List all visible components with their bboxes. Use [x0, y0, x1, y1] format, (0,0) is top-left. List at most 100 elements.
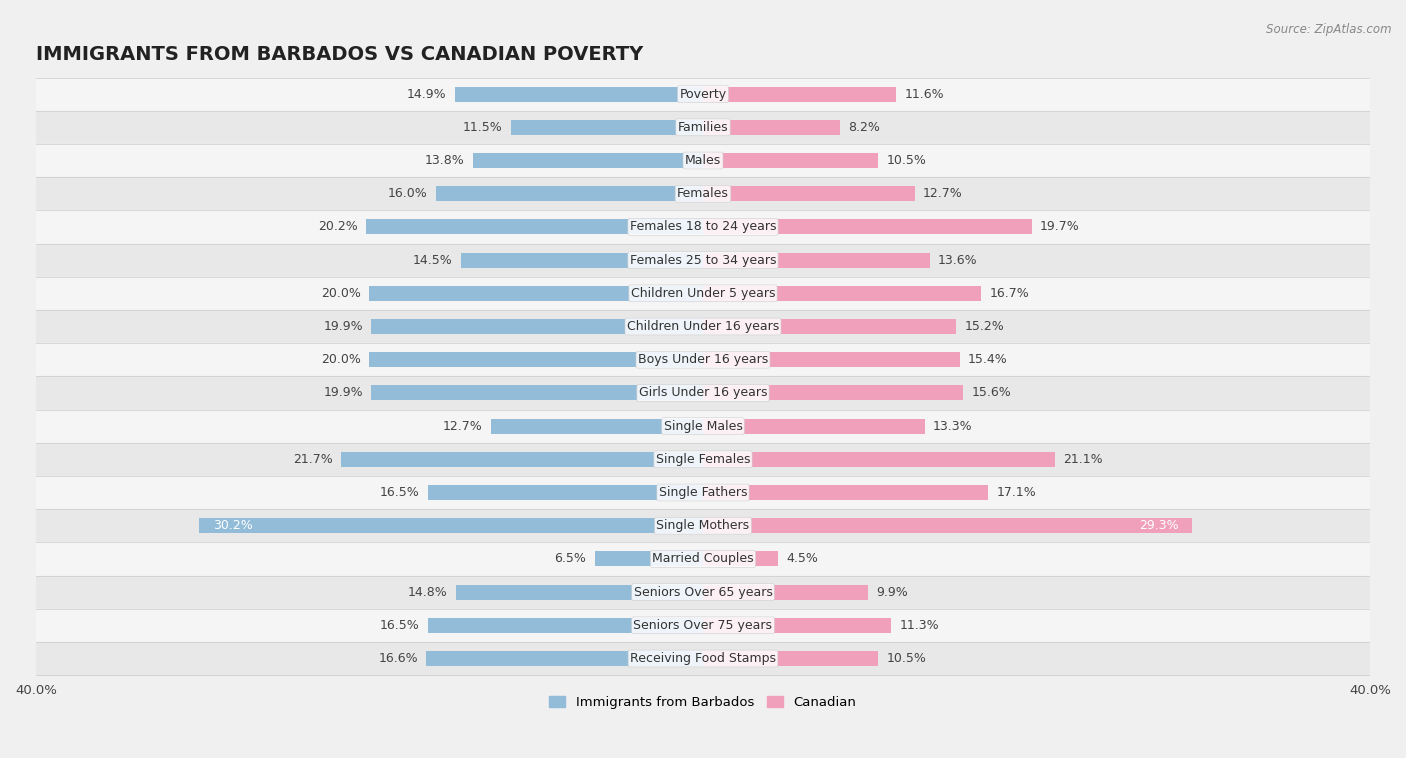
- Bar: [37, 277, 1369, 310]
- Bar: [703, 584, 868, 600]
- Text: 10.5%: 10.5%: [886, 154, 927, 167]
- Bar: [703, 319, 956, 334]
- Bar: [37, 343, 1369, 376]
- Bar: [370, 286, 703, 301]
- Bar: [37, 609, 1369, 642]
- Text: Children Under 16 years: Children Under 16 years: [627, 320, 779, 333]
- Text: 20.2%: 20.2%: [318, 221, 357, 233]
- Bar: [512, 120, 703, 135]
- Bar: [491, 418, 703, 434]
- Bar: [37, 77, 1369, 111]
- Bar: [37, 210, 1369, 243]
- Text: 29.3%: 29.3%: [1139, 519, 1178, 532]
- Text: 20.0%: 20.0%: [321, 353, 361, 366]
- Text: 15.6%: 15.6%: [972, 387, 1011, 399]
- Text: Females: Females: [678, 187, 728, 200]
- Bar: [37, 310, 1369, 343]
- Bar: [703, 186, 915, 201]
- Bar: [703, 86, 897, 102]
- Text: Single Mothers: Single Mothers: [657, 519, 749, 532]
- Bar: [454, 86, 703, 102]
- Bar: [37, 177, 1369, 210]
- Bar: [370, 352, 703, 367]
- Bar: [37, 243, 1369, 277]
- Text: 19.7%: 19.7%: [1040, 221, 1080, 233]
- Text: 13.8%: 13.8%: [425, 154, 464, 167]
- Text: 11.3%: 11.3%: [900, 619, 939, 632]
- Bar: [703, 252, 929, 268]
- Text: 16.6%: 16.6%: [378, 652, 418, 665]
- Text: Source: ZipAtlas.com: Source: ZipAtlas.com: [1267, 23, 1392, 36]
- Bar: [703, 452, 1054, 467]
- Text: 16.5%: 16.5%: [380, 486, 419, 499]
- Bar: [703, 618, 891, 633]
- Bar: [703, 153, 879, 168]
- Bar: [703, 418, 925, 434]
- Text: 21.1%: 21.1%: [1063, 453, 1102, 466]
- Text: 19.9%: 19.9%: [323, 320, 363, 333]
- Bar: [703, 651, 879, 666]
- Bar: [703, 120, 839, 135]
- Text: 12.7%: 12.7%: [924, 187, 963, 200]
- Bar: [703, 352, 960, 367]
- Bar: [427, 485, 703, 500]
- Text: 13.6%: 13.6%: [938, 254, 977, 267]
- Bar: [366, 220, 703, 234]
- Bar: [595, 551, 703, 566]
- Bar: [37, 443, 1369, 476]
- Bar: [703, 518, 1192, 533]
- Text: IMMIGRANTS FROM BARBADOS VS CANADIAN POVERTY: IMMIGRANTS FROM BARBADOS VS CANADIAN POV…: [37, 45, 643, 64]
- Text: 8.2%: 8.2%: [848, 121, 880, 134]
- Text: 21.7%: 21.7%: [292, 453, 333, 466]
- Text: Poverty: Poverty: [679, 88, 727, 101]
- Text: 16.5%: 16.5%: [380, 619, 419, 632]
- Text: 20.0%: 20.0%: [321, 287, 361, 300]
- Bar: [37, 376, 1369, 409]
- Bar: [703, 485, 988, 500]
- Text: 11.6%: 11.6%: [905, 88, 945, 101]
- Text: 14.9%: 14.9%: [406, 88, 446, 101]
- Bar: [461, 252, 703, 268]
- Bar: [37, 476, 1369, 509]
- Text: Receiving Food Stamps: Receiving Food Stamps: [630, 652, 776, 665]
- Text: Girls Under 16 years: Girls Under 16 years: [638, 387, 768, 399]
- Bar: [200, 518, 703, 533]
- Text: 16.7%: 16.7%: [990, 287, 1029, 300]
- Text: 15.2%: 15.2%: [965, 320, 1004, 333]
- Text: 4.5%: 4.5%: [786, 553, 818, 565]
- Bar: [371, 319, 703, 334]
- Text: 9.9%: 9.9%: [876, 586, 908, 599]
- Bar: [703, 220, 1032, 234]
- Text: Single Females: Single Females: [655, 453, 751, 466]
- Bar: [371, 386, 703, 400]
- Bar: [37, 542, 1369, 575]
- Text: Children Under 5 years: Children Under 5 years: [631, 287, 775, 300]
- Text: 30.2%: 30.2%: [212, 519, 253, 532]
- Bar: [37, 144, 1369, 177]
- Text: 17.1%: 17.1%: [997, 486, 1036, 499]
- Text: Boys Under 16 years: Boys Under 16 years: [638, 353, 768, 366]
- Text: 16.0%: 16.0%: [388, 187, 427, 200]
- Text: 15.4%: 15.4%: [969, 353, 1008, 366]
- Text: 14.5%: 14.5%: [413, 254, 453, 267]
- Bar: [426, 651, 703, 666]
- Text: Seniors Over 65 years: Seniors Over 65 years: [634, 586, 772, 599]
- Text: Single Fathers: Single Fathers: [659, 486, 747, 499]
- Bar: [37, 111, 1369, 144]
- Text: Males: Males: [685, 154, 721, 167]
- Text: Married Couples: Married Couples: [652, 553, 754, 565]
- Bar: [703, 386, 963, 400]
- Text: 6.5%: 6.5%: [554, 553, 586, 565]
- Text: 14.8%: 14.8%: [408, 586, 449, 599]
- Bar: [436, 186, 703, 201]
- Bar: [37, 409, 1369, 443]
- Bar: [37, 575, 1369, 609]
- Text: 11.5%: 11.5%: [463, 121, 503, 134]
- Text: Females 18 to 24 years: Females 18 to 24 years: [630, 221, 776, 233]
- Bar: [472, 153, 703, 168]
- Text: 13.3%: 13.3%: [934, 420, 973, 433]
- Text: Single Males: Single Males: [664, 420, 742, 433]
- Bar: [37, 642, 1369, 675]
- Text: 10.5%: 10.5%: [886, 652, 927, 665]
- Bar: [703, 286, 981, 301]
